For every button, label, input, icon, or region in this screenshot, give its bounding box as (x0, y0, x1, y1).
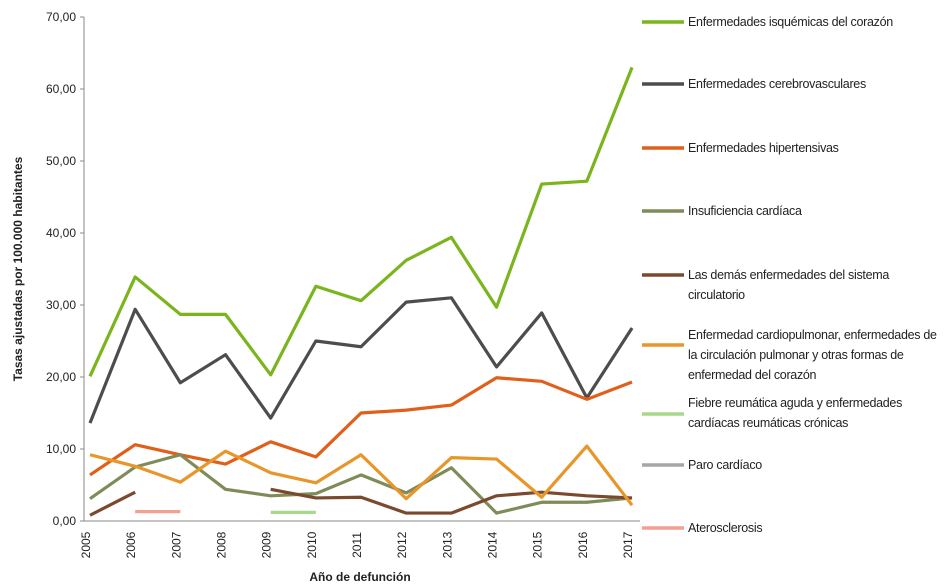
x-tick-label: 2006 (124, 531, 138, 558)
legend-label: Las demás enfermedades del sistema circu… (688, 268, 890, 302)
y-tick-label: 40,00 (46, 226, 76, 240)
y-axis-title: Tasas ajustadas por 100.000 habitantes (11, 156, 25, 381)
x-tick-label: 2008 (215, 531, 229, 558)
x-tick-label: 2011 (350, 532, 364, 558)
legend-label: Enfermedades isquémicas del corazón (688, 15, 893, 29)
x-tick-label: 2017 (621, 531, 635, 558)
x-tick-label: 2010 (305, 531, 319, 558)
series-line (89, 444, 634, 507)
x-tick-label: 2012 (395, 531, 409, 558)
legend-label: Aterosclerosis (688, 521, 763, 535)
series-line (89, 376, 633, 477)
y-tick-label: 70,00 (46, 10, 76, 24)
series-line (88, 296, 634, 424)
series-line (89, 487, 633, 517)
legend-label: Enfermedades hipertensivas (688, 141, 839, 155)
series-line (89, 453, 633, 515)
legend-label: Enfermedad cardiopulmonar, enfermedades … (688, 328, 937, 382)
x-tick-label: 2014 (486, 531, 500, 558)
legend-label: Fiebre reumática aguda y enfermedades ca… (688, 396, 903, 430)
x-tick-label: 2016 (576, 531, 590, 558)
x-axis-title: Año de defunción (309, 570, 410, 584)
y-tick-label: 0,00 (53, 514, 77, 528)
y-tick-label: 20,00 (46, 370, 76, 384)
x-tick-label: 2013 (440, 531, 454, 558)
series-line (88, 66, 634, 377)
x-tick-label: 2015 (531, 531, 545, 558)
y-tick-label: 30,00 (46, 298, 76, 312)
legend-label: Insuficiencia cardíaca (688, 204, 802, 218)
y-tick-label: 60,00 (46, 82, 76, 96)
legend-label: Paro cardíaco (688, 458, 762, 472)
x-tick-label: 2009 (260, 531, 274, 558)
legend-label: Enfermedades cerebrovasculares (688, 77, 866, 91)
y-tick-label: 50,00 (46, 154, 76, 168)
x-tick-label: 2007 (169, 531, 183, 558)
y-tick-label: 10,00 (46, 442, 76, 456)
x-tick-label: 2005 (79, 531, 93, 558)
